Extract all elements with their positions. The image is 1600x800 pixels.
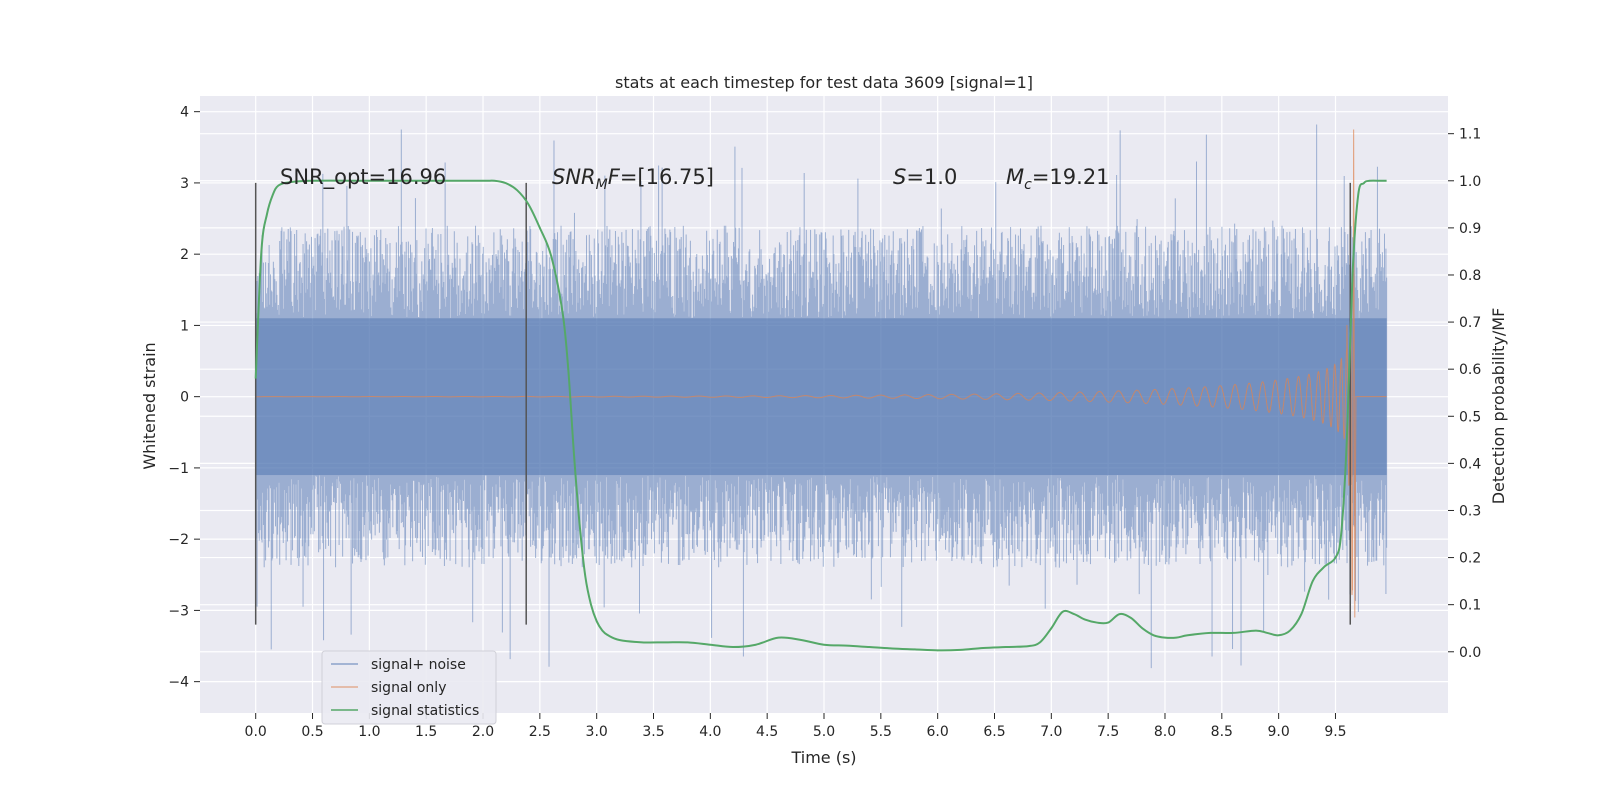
series-signal-statistics [254,179,1387,652]
y-tick-label-8: 4 [180,105,189,121]
x-tick-label-3: 1.5 [415,724,437,740]
mc-subscript: c [1024,177,1032,193]
x-tick-label-5: 2.5 [529,724,551,740]
snr-mf-f: F [608,165,621,189]
x-tick-label-0: 0.0 [245,724,267,740]
y-axis-title: Whitened strain [140,342,159,469]
legend-box [321,650,497,725]
y-tick-label-7: 3 [180,176,189,192]
y2-tick-label-2: 0.2 [1459,551,1481,567]
y2-tick-label-11: 1.1 [1459,127,1481,143]
annotation-mc: Mc=19.21 [1006,165,1110,193]
probability-trace [254,179,1387,652]
snr-mf-symbol: SNR [552,165,596,189]
x-tick-label-4: 2.0 [472,724,494,740]
x-tick-label-18: 9.0 [1268,724,1290,740]
y-axis-ticks: −4 −3 −2 −1 0 1 2 3 4 [168,105,200,691]
s-symbol: S [893,165,906,189]
x-tick-label-10: 5.0 [813,724,835,740]
legend: signal+ noise signal only signal statist… [321,650,497,725]
legend-label-signal-only: signal only [371,680,446,696]
annotation-snr-opt: SNR_opt=16.96 [280,165,446,190]
y2-tick-label-1: 0.1 [1459,598,1481,614]
y-tick-label-3: −1 [168,461,189,477]
s-value: =1.0 [906,165,957,189]
y-tick-label-1: −3 [168,603,189,619]
chirp-trace [255,129,1387,618]
y-tick-label-6: 2 [180,247,189,263]
y-tick-label-2: −2 [168,532,189,548]
legend-label-signal-statistics: signal statistics [371,703,479,719]
x-tick-label-17: 8.5 [1211,724,1233,740]
x-tick-label-16: 8.0 [1154,724,1176,740]
x-tick-label-2: 1.0 [358,724,380,740]
chart-title: stats at each timestep for test data 360… [615,73,1033,92]
legend-label-signal-noise: signal+ noise [371,657,466,673]
x-tick-label-14: 7.0 [1040,724,1062,740]
y2-tick-label-3: 0.3 [1459,503,1481,519]
x-tick-label-19: 9.5 [1324,724,1346,740]
y2-tick-label-7: 0.7 [1459,315,1481,331]
y2-tick-label-8: 0.8 [1459,268,1481,284]
y-tick-label-5: 1 [180,318,189,334]
y-tick-label-0: −4 [168,675,189,691]
y2-tick-label-5: 0.5 [1459,409,1481,425]
x-tick-label-1: 0.5 [301,724,323,740]
y2-axis-title: Detection probability/MF [1489,308,1508,505]
x-tick-label-12: 6.0 [927,724,949,740]
x-tick-label-13: 6.5 [983,724,1005,740]
annotation-snr-mf: SNRMF=[16.75] [552,165,714,193]
x-tick-label-8: 4.0 [699,724,721,740]
annotation-s: S=1.0 [893,165,957,189]
snr-mf-subscript: M [596,177,608,193]
x-axis-title: Time (s) [790,748,856,767]
y-tick-label-4: 0 [180,390,189,406]
x-axis-ticks: 0.0 0.5 1.0 1.5 2.0 2.5 3.0 3.5 4.0 4.5 5.0 5.5 6.0 6… [245,713,1347,740]
x-tick-label-7: 3.5 [642,724,664,740]
vertical-markers [254,182,1352,625]
x-tick-label-9: 4.5 [756,724,778,740]
y2-tick-label-10: 1.0 [1459,174,1481,190]
y2-tick-label-0: 0.0 [1459,645,1481,661]
y2-tick-label-6: 0.6 [1459,362,1481,378]
x-tick-label-6: 3.0 [586,724,608,740]
y2-axis-ticks: 0.0 0.1 0.2 0.3 0.4 0.5 0.6 0.7 0.8 0.9 1.0 1.1 [1448,127,1481,661]
snr-mf-value: =[16.75] [620,165,714,189]
mc-symbol: M [1006,165,1024,189]
mc-value: =19.21 [1032,165,1110,189]
y2-tick-label-9: 0.9 [1459,221,1481,237]
x-tick-label-11: 5.5 [870,724,892,740]
series-signal-only [255,129,1387,618]
x-tick-label-15: 7.5 [1097,724,1119,740]
y2-tick-label-4: 0.4 [1459,456,1481,472]
